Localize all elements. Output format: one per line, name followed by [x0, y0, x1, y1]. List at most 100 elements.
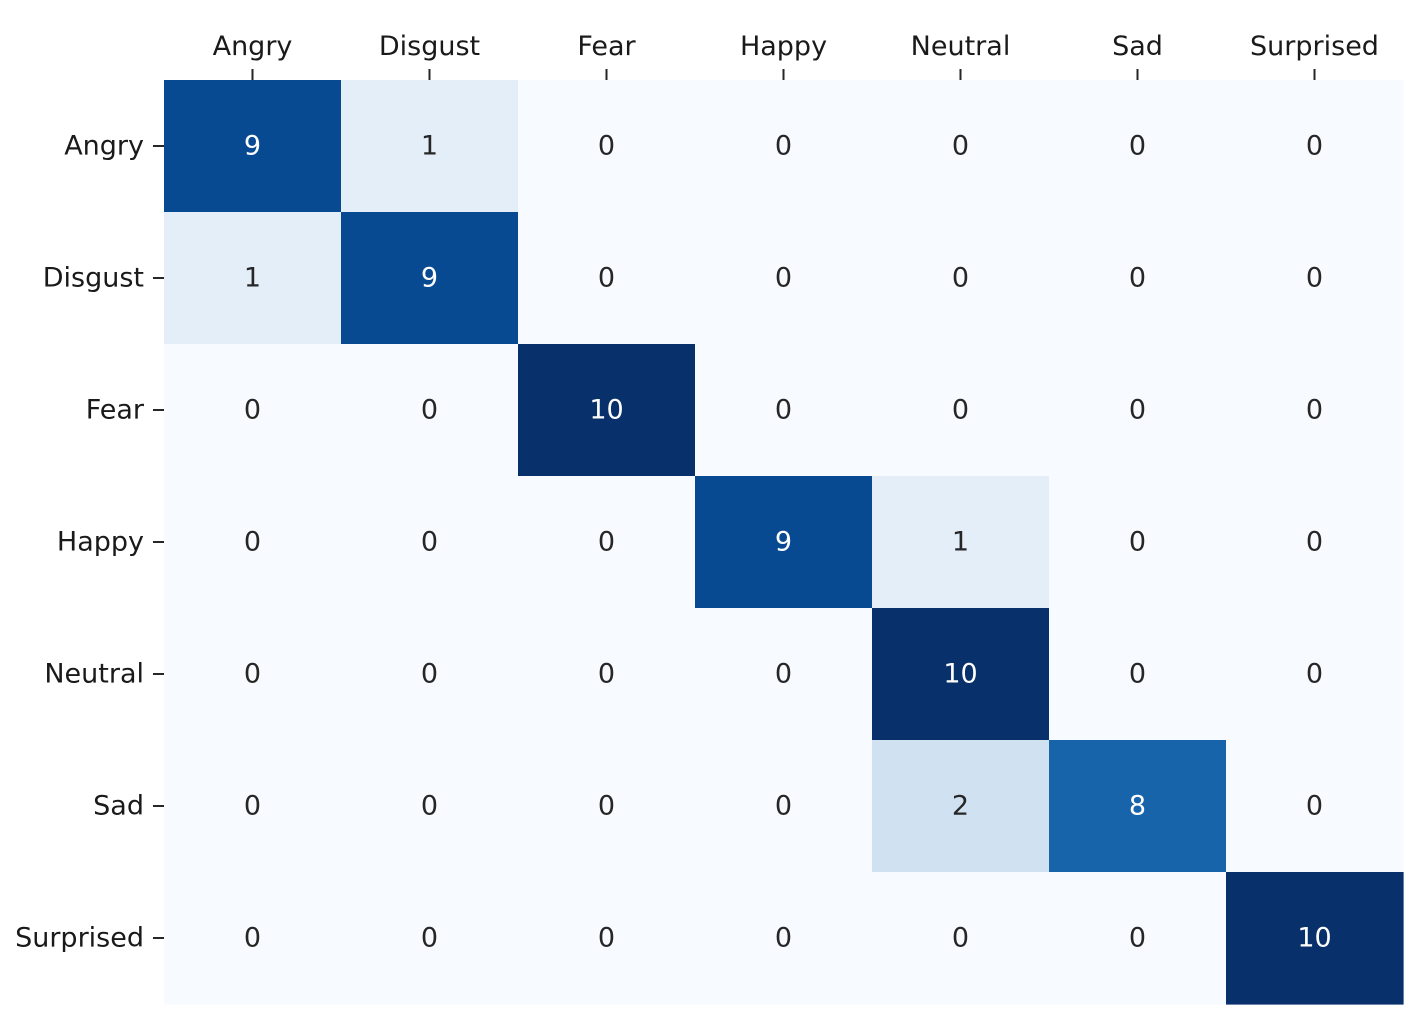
cell-angry-disgust [341, 80, 519, 213]
cell-angry-happy [695, 80, 873, 213]
cell-angry-sad [1049, 80, 1227, 213]
cell-value-label: 0 [421, 791, 438, 822]
cell-value-label: 0 [1129, 923, 1146, 954]
x-tick-label-angry: Angry [213, 31, 293, 62]
cell-value-label: 0 [244, 395, 261, 426]
cell-happy-happy [695, 476, 873, 609]
cell-value-label: 1 [244, 263, 261, 294]
y-tick-label-fear: Fear [86, 395, 145, 426]
x-tick-label-surprised: Surprised [1250, 31, 1379, 62]
cell-value-label: 0 [952, 263, 969, 294]
cell-disgust-surprised [1226, 212, 1404, 345]
cell-angry-fear [518, 80, 696, 213]
cell-surprised-sad [1049, 872, 1227, 1005]
cell-sad-disgust [341, 740, 519, 873]
cell-value-label: 1 [421, 131, 438, 162]
cell-value-label: 0 [1306, 659, 1323, 690]
cell-happy-disgust [341, 476, 519, 609]
cell-happy-surprised [1226, 476, 1404, 609]
cell-neutral-fear [518, 608, 696, 741]
cell-value-label: 9 [775, 527, 792, 558]
cell-value-label: 10 [589, 395, 623, 426]
y-tick-label-disgust: Disgust [43, 263, 144, 294]
cell-value-label: 0 [1306, 131, 1323, 162]
cell-value-label: 0 [1306, 263, 1323, 294]
cell-value-label: 0 [598, 659, 615, 690]
cell-value-label: 0 [775, 791, 792, 822]
cell-value-label: 0 [244, 923, 261, 954]
cell-value-label: 0 [1306, 395, 1323, 426]
cell-value-label: 0 [598, 527, 615, 558]
cell-value-label: 0 [244, 659, 261, 690]
y-tick-label-neutral: Neutral [44, 659, 144, 690]
cell-angry-neutral [872, 80, 1050, 213]
cell-disgust-sad [1049, 212, 1227, 345]
cell-value-label: 10 [1297, 923, 1331, 954]
cell-disgust-angry [164, 212, 342, 345]
cell-sad-happy [695, 740, 873, 873]
cell-value-label: 1 [952, 527, 969, 558]
y-tick-label-surprised: Surprised [15, 923, 144, 954]
cell-value-label: 0 [952, 395, 969, 426]
cell-value-label: 10 [943, 659, 977, 690]
cell-surprised-fear [518, 872, 696, 1005]
cell-sad-neutral [872, 740, 1050, 873]
x-axis-top: Angry Disgust Fear Happy Neutral Sad Surprised [213, 31, 1379, 80]
cell-value-label: 0 [775, 263, 792, 294]
cell-value-label: 0 [1129, 659, 1146, 690]
cell-value-label: 0 [421, 923, 438, 954]
y-tick-label-angry: Angry [64, 131, 144, 162]
cell-value-label: 2 [952, 791, 969, 822]
cell-value-label: 9 [244, 131, 261, 162]
cell-value-label: 0 [775, 395, 792, 426]
cell-happy-neutral [872, 476, 1050, 609]
cell-angry-angry [164, 80, 342, 213]
cell-happy-sad [1049, 476, 1227, 609]
cell-value-label: 0 [1306, 791, 1323, 822]
cell-fear-surprised [1226, 344, 1404, 477]
cell-happy-fear [518, 476, 696, 609]
cell-value-label: 0 [1129, 395, 1146, 426]
cell-value-label: 0 [775, 923, 792, 954]
cell-value-label: 0 [598, 263, 615, 294]
cell-value-label: 0 [1306, 527, 1323, 558]
cell-neutral-angry [164, 608, 342, 741]
cell-disgust-happy [695, 212, 873, 345]
cell-value-label: 0 [244, 791, 261, 822]
cell-fear-angry [164, 344, 342, 477]
cell-value-label: 0 [421, 395, 438, 426]
cell-value-label: 0 [775, 659, 792, 690]
cell-sad-fear [518, 740, 696, 873]
cell-fear-disgust [341, 344, 519, 477]
cell-neutral-sad [1049, 608, 1227, 741]
cell-value-label: 0 [421, 659, 438, 690]
y-tick-label-sad: Sad [93, 791, 144, 822]
y-axis-left: Angry Disgust Fear Happy Neutral Sad Surprised [15, 131, 164, 954]
cell-surprised-angry [164, 872, 342, 1005]
cell-surprised-neutral [872, 872, 1050, 1005]
heatmap-cells: 9 1 0 0 0 0 01 9 0 0 0 0 00 0 10 0 0 0 00 0 0 9 1 0 00 0 0 0 10 0 00 0 0… [164, 80, 1404, 1005]
x-tick-label-sad: Sad [1112, 31, 1163, 62]
x-tick-label-happy: Happy [740, 31, 827, 62]
cell-sad-angry [164, 740, 342, 873]
cell-value-label: 0 [775, 131, 792, 162]
cell-value-label: 0 [1129, 131, 1146, 162]
cell-value-label: 0 [598, 131, 615, 162]
cell-disgust-neutral [872, 212, 1050, 345]
cell-fear-fear [518, 344, 696, 477]
cell-surprised-happy [695, 872, 873, 1005]
cell-value-label: 9 [421, 263, 438, 294]
cell-value-label: 0 [952, 131, 969, 162]
x-tick-label-neutral: Neutral [911, 31, 1011, 62]
cell-neutral-disgust [341, 608, 519, 741]
cell-sad-surprised [1226, 740, 1404, 873]
cell-value-label: 0 [244, 527, 261, 558]
cell-neutral-neutral [872, 608, 1050, 741]
cell-value-label: 0 [598, 791, 615, 822]
cell-value-label: 0 [952, 923, 969, 954]
cell-disgust-disgust [341, 212, 519, 345]
cell-fear-neutral [872, 344, 1050, 477]
cell-value-label: 0 [598, 923, 615, 954]
cell-neutral-surprised [1226, 608, 1404, 741]
